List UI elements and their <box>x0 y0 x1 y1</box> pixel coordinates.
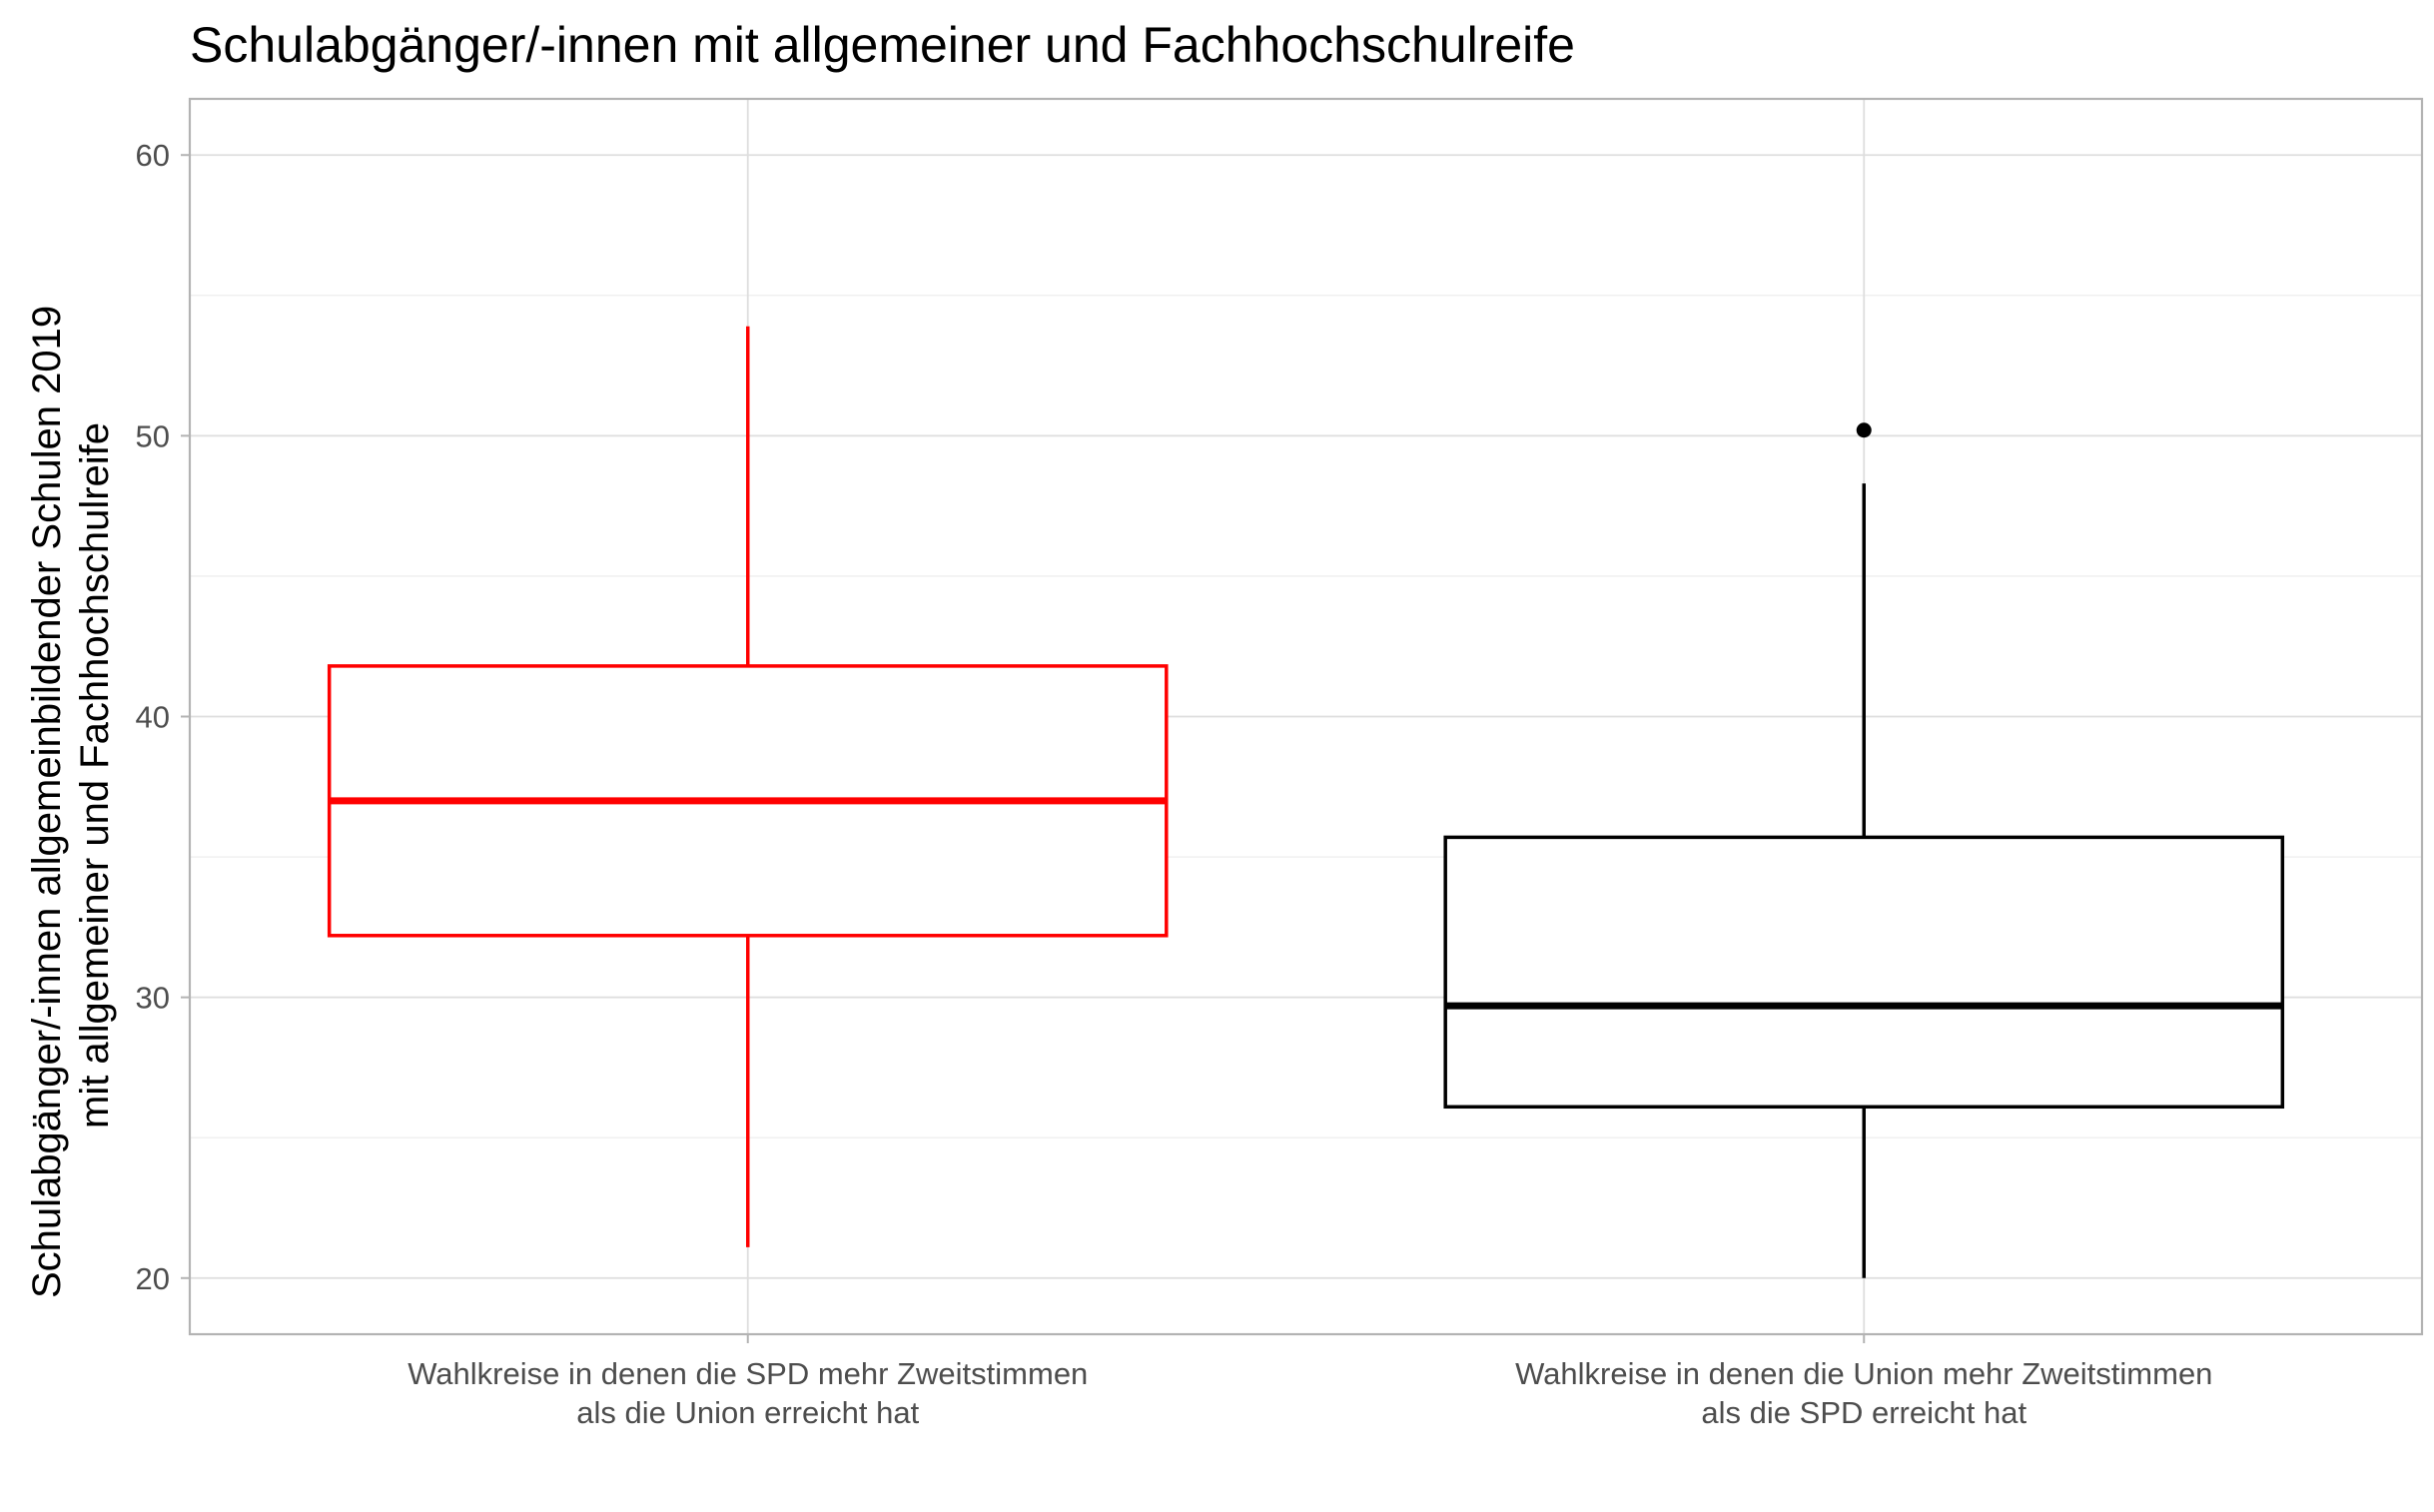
iqr-box <box>1443 835 2285 1110</box>
y-tick-label: 20 <box>136 1261 170 1296</box>
y-tick-label: 30 <box>136 981 170 1016</box>
y-tick-label: 40 <box>136 700 170 735</box>
y-tick-label: 50 <box>136 418 170 453</box>
y-axis-label-line-2: mit allgemeiner und Fachhochschulreife <box>73 422 117 1129</box>
x-tick-label: als die Union erreicht hat <box>576 1395 919 1430</box>
y-axis-label-line-1: Schulabgänger/-innen allgemeinbildender … <box>25 306 69 1298</box>
x-tick-label: Wahlkreise in denen die SPD mehr Zweitst… <box>407 1356 1088 1391</box>
axes: 20 30 40 50 60 Wahlkreise in denen die SPD me… <box>136 138 2213 1430</box>
boxes <box>327 326 2285 1278</box>
x-tick-label: als die SPD erreicht hat <box>1701 1395 2027 1430</box>
outlier-point <box>1856 422 1872 438</box>
y-tick-label: 60 <box>136 138 170 173</box>
x-tick-label: Wahlkreise in denen die Union mehr Zweit… <box>1515 1356 2212 1391</box>
chart-title: Schulabgänger/-innen mit allgemeiner und… <box>190 17 1575 73</box>
